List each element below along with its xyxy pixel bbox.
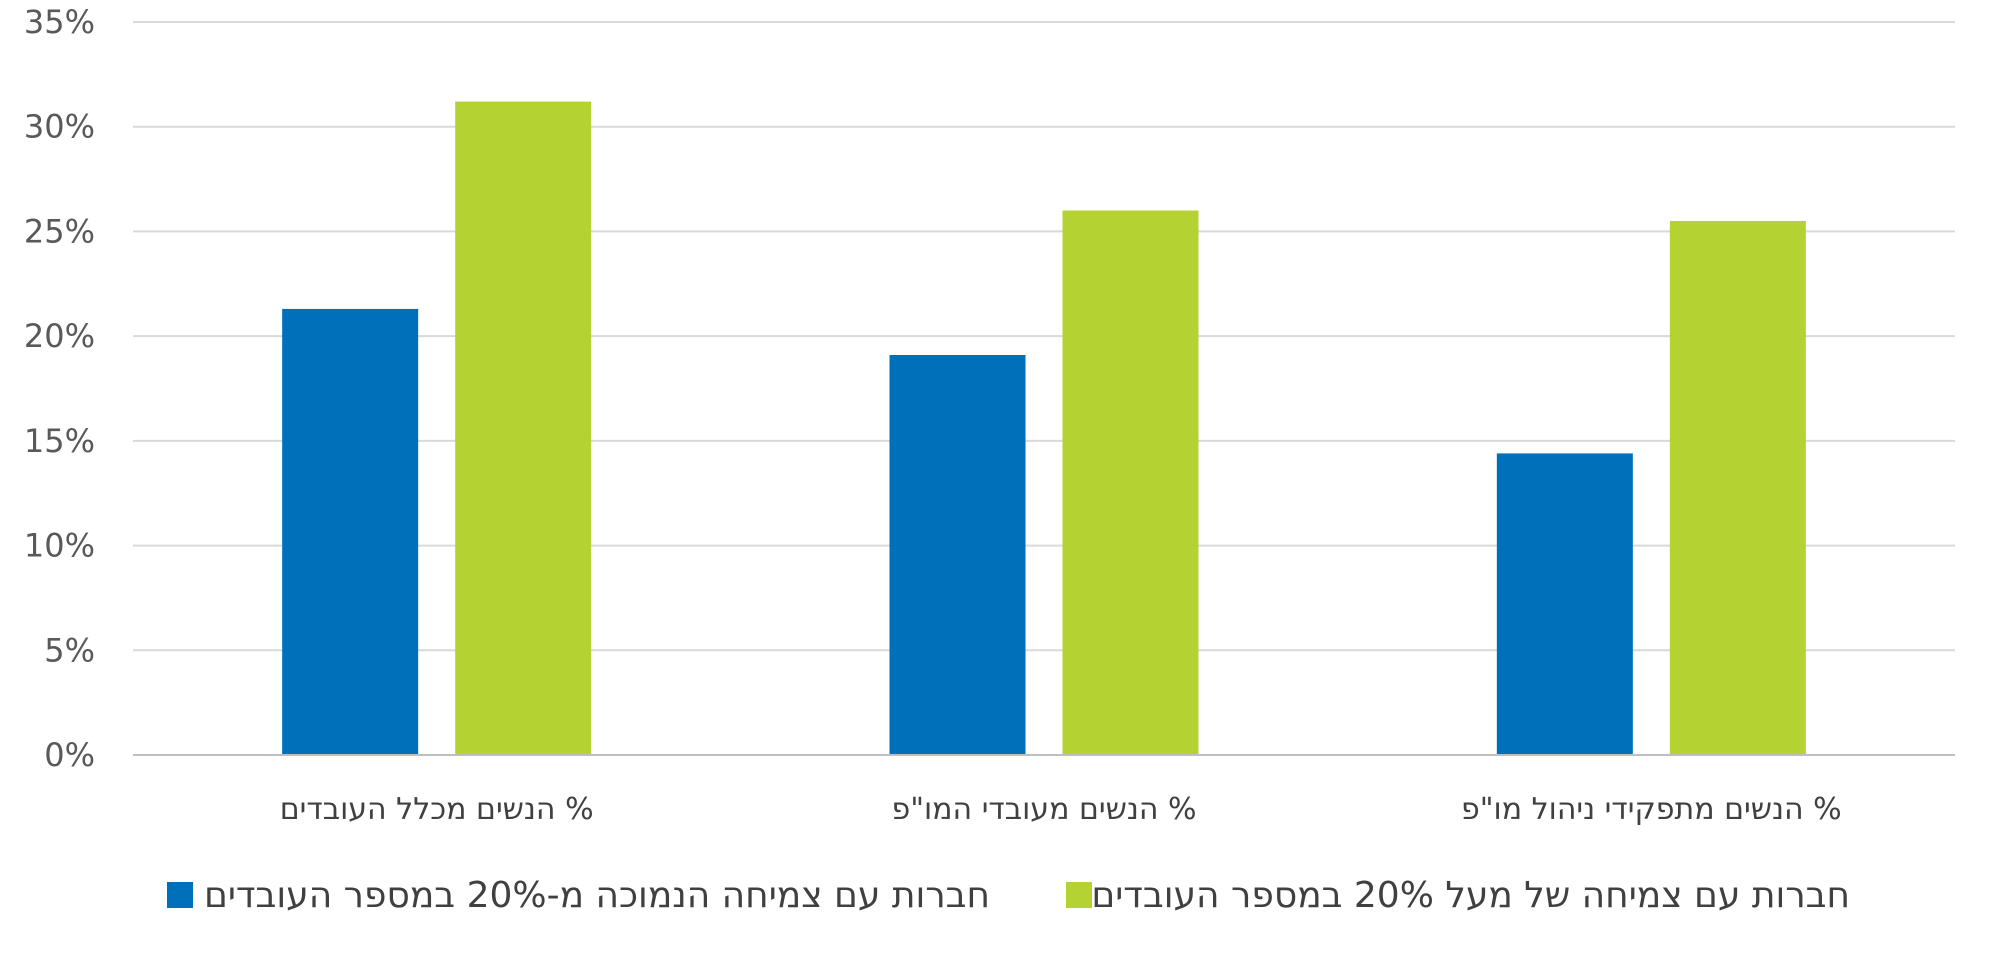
legend-label-series-1: חברות עם צמיחה הנמוכה מ-20% במספר העובדי… [204, 875, 990, 916]
bar-series-2-category-2 [1062, 210, 1199, 755]
category-label: % הנשים מעובדי המו"פ [891, 792, 1196, 827]
bar-series-2-category-3 [1669, 220, 1806, 755]
bar-series-2-category-1 [455, 101, 592, 755]
bar-series-1-category-2 [889, 354, 1026, 755]
y-tick-label: 30% [24, 108, 95, 146]
category-labels: % הנשים מכלל העובדים % הנשים מעובדי המו"פ… [280, 792, 1842, 827]
y-tick-label: 0% [44, 736, 95, 774]
bar-series-1-category-3 [1496, 453, 1633, 755]
bar-series-1-category-1 [282, 308, 419, 755]
category-label: % הנשים מכלל העובדים [280, 792, 594, 827]
category-label: % הנשים מתפקידי ניהול מו"פ [1461, 792, 1842, 827]
bars [282, 101, 1806, 755]
y-tick-label: 35% [24, 3, 95, 41]
y-tick-label: 25% [24, 212, 95, 250]
legend: חברות עם צמיחה הנמוכה מ-20% במספר העובדי… [167, 875, 1850, 916]
y-tick-label: 20% [24, 317, 95, 355]
legend-swatch-series-2 [1066, 882, 1092, 908]
y-axis-tick-labels: 0% 5% 10% 15% 20% 25% 30% 35% [24, 3, 95, 774]
y-tick-label: 5% [44, 631, 95, 669]
y-tick-label: 15% [24, 422, 95, 460]
gridlines [133, 21, 1955, 652]
legend-label-series-2: חברות עם צמיחה של מעל 20% במספר העובדים [1091, 875, 1850, 916]
y-tick-label: 10% [24, 527, 95, 565]
legend-swatch-series-1 [167, 882, 193, 908]
